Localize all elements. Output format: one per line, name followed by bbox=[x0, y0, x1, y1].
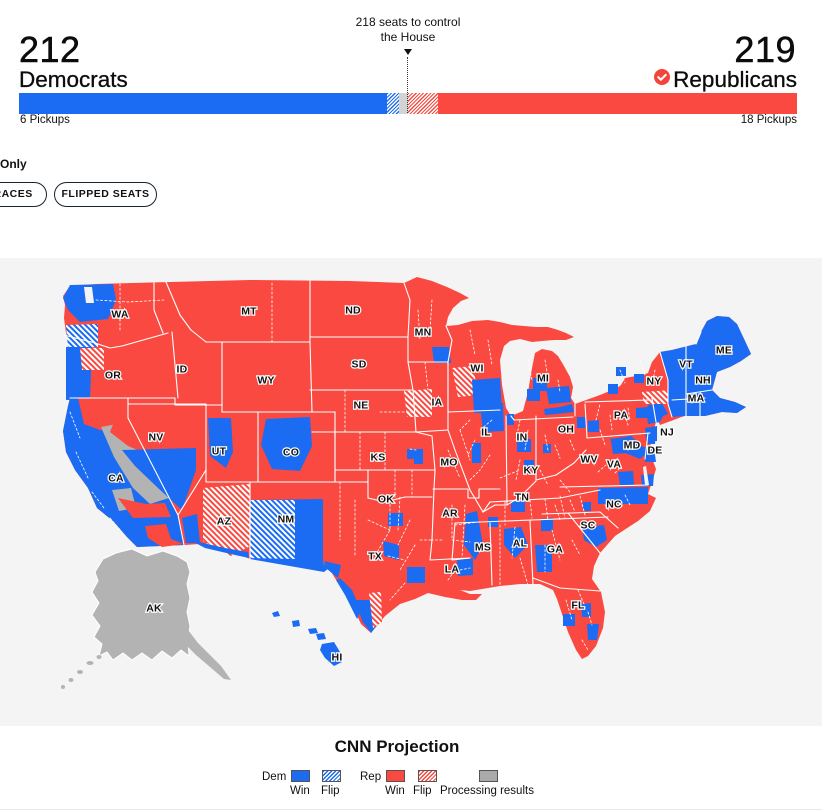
svg-text:NM: NM bbox=[278, 514, 295, 526]
svg-text:MT: MT bbox=[241, 306, 257, 318]
svg-text:AR: AR bbox=[442, 508, 458, 520]
svg-text:IA: IA bbox=[432, 397, 443, 409]
svg-text:MN: MN bbox=[415, 327, 432, 339]
svg-text:MO: MO bbox=[440, 457, 457, 469]
svg-text:NH: NH bbox=[695, 375, 711, 387]
svg-text:WI: WI bbox=[470, 363, 483, 375]
svg-text:WY: WY bbox=[257, 375, 274, 387]
svg-text:SD: SD bbox=[352, 359, 367, 371]
svg-text:VT: VT bbox=[679, 359, 693, 371]
svg-text:MS: MS bbox=[475, 542, 491, 554]
svg-text:UT: UT bbox=[212, 446, 227, 458]
svg-text:WA: WA bbox=[111, 309, 129, 321]
svg-text:MD: MD bbox=[624, 440, 641, 452]
svg-text:TX: TX bbox=[368, 551, 382, 563]
svg-text:LA: LA bbox=[445, 564, 460, 576]
svg-text:GA: GA bbox=[547, 544, 563, 556]
svg-text:ID: ID bbox=[177, 364, 188, 376]
svg-text:AZ: AZ bbox=[217, 516, 232, 528]
svg-text:NV: NV bbox=[149, 432, 164, 444]
svg-text:NE: NE bbox=[354, 400, 369, 412]
svg-text:MI: MI bbox=[537, 373, 549, 385]
svg-text:VA: VA bbox=[607, 459, 621, 471]
svg-text:IL: IL bbox=[481, 427, 491, 439]
svg-text:AK: AK bbox=[146, 603, 162, 615]
svg-text:NJ: NJ bbox=[660, 427, 674, 439]
svg-text:NY: NY bbox=[647, 376, 662, 388]
svg-text:NC: NC bbox=[606, 499, 622, 511]
svg-text:ME: ME bbox=[716, 345, 732, 357]
svg-text:CA: CA bbox=[108, 473, 124, 485]
svg-text:IN: IN bbox=[517, 432, 528, 444]
svg-text:KS: KS bbox=[371, 452, 386, 464]
svg-text:TN: TN bbox=[515, 492, 529, 504]
svg-text:AL: AL bbox=[513, 538, 528, 550]
svg-text:SC: SC bbox=[581, 520, 596, 532]
svg-text:OK: OK bbox=[378, 494, 394, 506]
svg-text:ND: ND bbox=[345, 305, 361, 317]
svg-text:OH: OH bbox=[558, 424, 574, 436]
svg-text:CO: CO bbox=[283, 447, 299, 459]
svg-text:HI: HI bbox=[332, 652, 343, 664]
svg-text:PA: PA bbox=[614, 410, 628, 422]
svg-text:MA: MA bbox=[688, 393, 705, 405]
svg-text:OR: OR bbox=[105, 370, 121, 382]
svg-text:WV: WV bbox=[580, 454, 597, 466]
svg-text:DE: DE bbox=[648, 445, 663, 457]
svg-text:KY: KY bbox=[524, 465, 539, 477]
svg-text:FL: FL bbox=[571, 600, 585, 612]
